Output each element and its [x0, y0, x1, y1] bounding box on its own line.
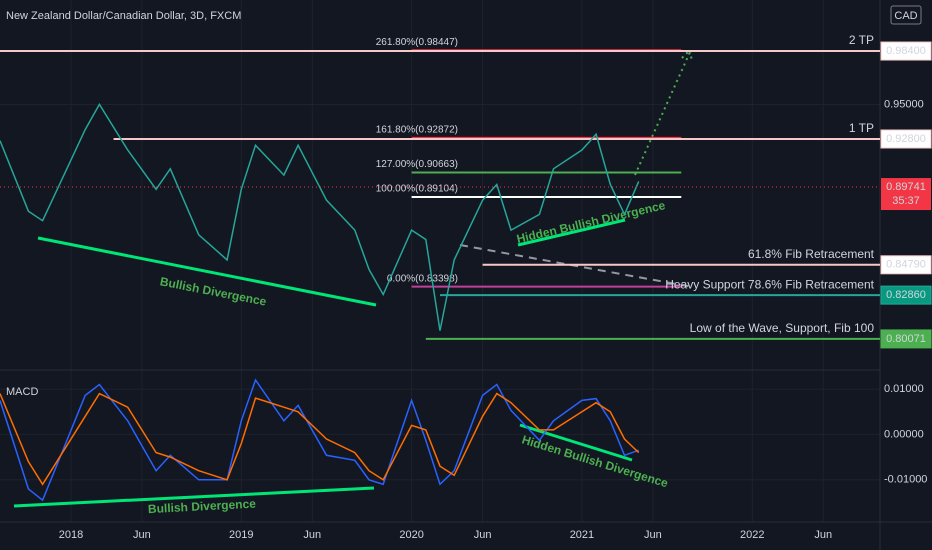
y-tick-label: -0.01000	[884, 474, 927, 486]
level-tag: Low of the Wave, Support, Fib 100	[690, 321, 875, 335]
level-tag: 2 TP	[849, 33, 874, 47]
y-tick-label: 0.00000	[884, 428, 924, 440]
y-tick-label: 0.01000	[884, 383, 924, 395]
fib-label: 161.80%(0.92872)	[376, 125, 458, 136]
x-tick-label: Jun	[133, 529, 151, 541]
price-box	[881, 178, 931, 211]
level-tag: 61.8% Fib Retracement	[748, 247, 875, 261]
price-label: 0.92800	[886, 133, 926, 145]
level-tag: Heavy Support 78.6% Fib Retracement	[665, 277, 874, 291]
price-box	[880, 285, 932, 305]
price-label: 0.82860	[886, 289, 926, 301]
x-tick-label: Jun	[303, 529, 321, 541]
price-box	[880, 329, 932, 349]
divergence-line	[517, 218, 626, 247]
x-tick-label: 2019	[229, 529, 253, 541]
price-box	[880, 255, 932, 275]
currency: CAD	[894, 10, 917, 22]
pane-label: MACD	[6, 386, 38, 398]
chart-title: New Zealand Dollar/Canadian Dollar, 3D, …	[6, 10, 241, 22]
divergence-line	[519, 423, 633, 462]
countdown: 35:37	[892, 195, 920, 207]
divergence-line	[37, 236, 377, 307]
annotation: Bullish Divergence	[148, 497, 257, 517]
level-tag: 1 TP	[849, 121, 874, 135]
trend-line	[459, 244, 694, 288]
signal-line	[0, 392, 640, 486]
price-box	[880, 129, 932, 149]
x-tick-label: Jun	[814, 529, 832, 541]
x-tick-label: 2020	[399, 529, 423, 541]
price-label: 0.84790	[886, 259, 926, 271]
x-tick-label: 2018	[59, 529, 83, 541]
x-tick-label: 2021	[570, 529, 594, 541]
x-tick-label: 2022	[740, 529, 764, 541]
fib-label: 100.00%(0.89104)	[376, 184, 458, 195]
x-tick-label: Jun	[474, 529, 492, 541]
projection-arrow	[634, 47, 693, 176]
x-tick-label: Jun	[644, 529, 662, 541]
fib-label: 127.00%(0.90663)	[376, 159, 458, 170]
price-label: 0.89741	[886, 181, 926, 193]
price-label: 0.80071	[886, 333, 926, 345]
fib-label: 0.00%(0.83398)	[387, 273, 458, 284]
y-tick-label: 0.95000	[884, 98, 924, 110]
divergence-line	[13, 486, 375, 508]
macd-line	[0, 378, 639, 502]
currency-box	[890, 5, 922, 25]
fib-label: 261.80%(0.98447)	[376, 37, 458, 48]
price-box	[880, 41, 932, 61]
price-line	[0, 102, 640, 331]
price-label: 0.98400	[886, 45, 926, 57]
